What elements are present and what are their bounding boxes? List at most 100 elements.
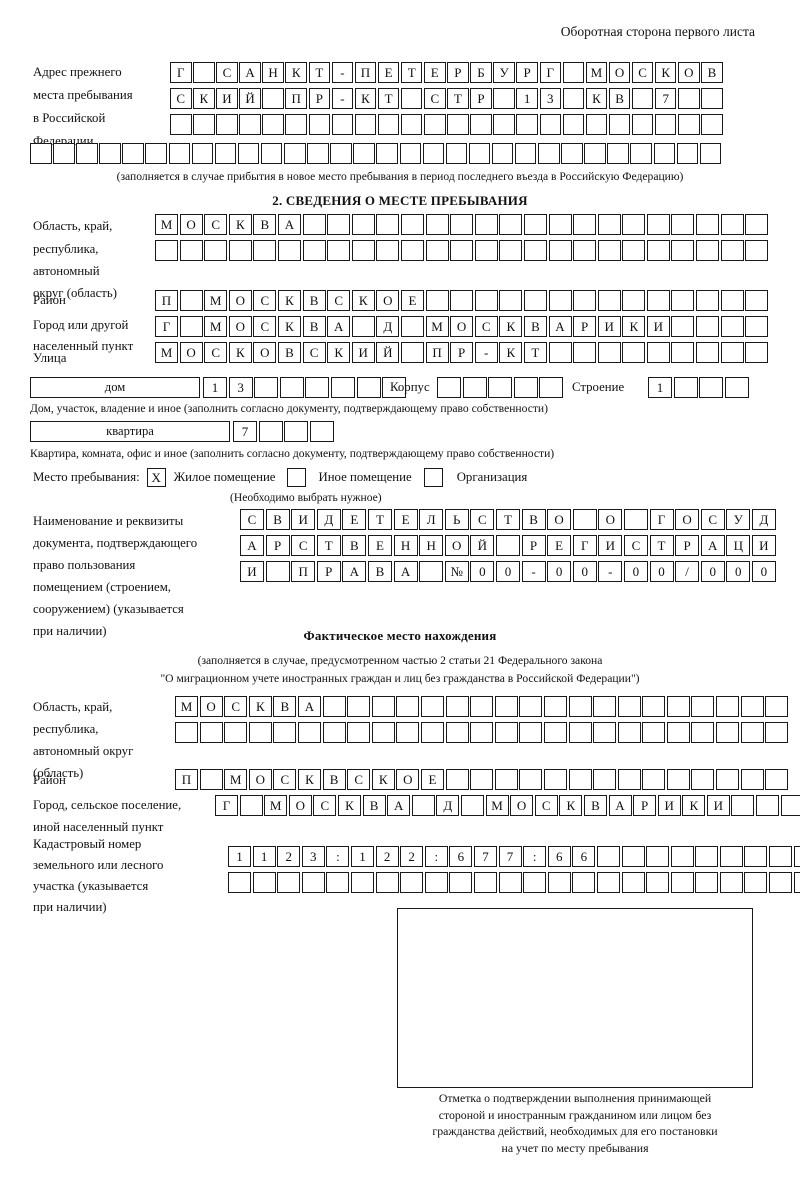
char-box[interactable] (297, 722, 321, 743)
char-box[interactable]: О (248, 769, 272, 790)
char-box[interactable] (744, 846, 768, 867)
char-box[interactable] (719, 872, 743, 893)
previous-address-row-4[interactable] (30, 143, 723, 164)
char-box[interactable] (646, 240, 670, 261)
char-box[interactable]: 6 (572, 846, 596, 867)
char-box[interactable]: С (224, 696, 248, 717)
char-box[interactable] (309, 421, 334, 442)
char-box[interactable]: К (193, 88, 215, 109)
char-box[interactable]: О (547, 509, 572, 530)
char-box[interactable] (678, 114, 700, 135)
char-box[interactable] (622, 214, 646, 235)
char-box[interactable] (593, 769, 617, 790)
char-box[interactable] (347, 696, 371, 717)
char-box[interactable] (670, 872, 694, 893)
actual-region-row-2[interactable] (175, 722, 790, 743)
char-box[interactable] (377, 114, 400, 135)
char-box[interactable]: К (297, 769, 321, 790)
char-box[interactable] (720, 316, 744, 337)
char-box[interactable] (400, 114, 423, 135)
char-box[interactable] (228, 240, 252, 261)
char-box[interactable] (351, 316, 375, 337)
char-box[interactable]: М (425, 316, 449, 337)
char-box[interactable]: О (675, 509, 700, 530)
char-box[interactable]: 0 (623, 561, 648, 582)
char-box[interactable]: Е (393, 509, 418, 530)
char-box[interactable]: К (285, 62, 307, 83)
char-box[interactable]: В (701, 62, 723, 83)
char-box[interactable] (468, 143, 491, 164)
char-box[interactable] (400, 872, 424, 893)
char-box[interactable] (745, 316, 769, 337)
document-row-3[interactable]: И П Р А В А № 0 0-0 0-0 0/0 0 0 (240, 561, 777, 582)
char-box[interactable]: - (598, 561, 623, 582)
char-box[interactable]: Д (376, 316, 400, 337)
char-box[interactable]: Р (450, 342, 474, 363)
char-box[interactable]: К (228, 342, 252, 363)
char-box[interactable] (765, 722, 789, 743)
char-box[interactable] (691, 722, 715, 743)
char-box[interactable]: Д (316, 509, 341, 530)
char-box[interactable] (720, 342, 744, 363)
char-box[interactable]: Н (262, 62, 284, 83)
char-box[interactable] (621, 872, 645, 893)
char-box[interactable] (719, 846, 743, 867)
char-box[interactable] (516, 114, 538, 135)
char-box[interactable] (696, 214, 720, 235)
char-box[interactable]: Т (367, 509, 392, 530)
char-box[interactable] (691, 769, 715, 790)
char-box[interactable] (258, 421, 283, 442)
char-box[interactable]: В (302, 316, 326, 337)
char-box[interactable] (437, 377, 461, 398)
char-box[interactable] (548, 290, 572, 311)
char-box[interactable] (597, 290, 621, 311)
char-box[interactable] (302, 240, 326, 261)
stroenie-row[interactable]: 1 (648, 377, 750, 398)
char-box[interactable] (716, 722, 740, 743)
char-box[interactable] (691, 696, 715, 717)
char-box[interactable] (470, 696, 494, 717)
char-box[interactable]: О (444, 535, 469, 556)
char-box[interactable]: - (521, 561, 546, 582)
char-box[interactable]: П (175, 769, 198, 790)
char-box[interactable]: О (253, 342, 277, 363)
char-box[interactable] (765, 696, 789, 717)
char-box[interactable] (53, 143, 75, 164)
char-box[interactable] (284, 421, 309, 442)
char-box[interactable] (330, 143, 352, 164)
char-box[interactable] (678, 88, 700, 109)
char-box[interactable]: С (474, 316, 498, 337)
char-box[interactable] (499, 214, 523, 235)
char-box[interactable]: К (228, 214, 252, 235)
section2-region-row-2[interactable] (155, 240, 770, 261)
char-box[interactable]: П (155, 290, 178, 311)
char-box[interactable] (573, 290, 597, 311)
char-box[interactable]: К (499, 316, 523, 337)
char-box[interactable]: Е (400, 290, 424, 311)
char-box[interactable]: О (228, 316, 252, 337)
char-box[interactable]: М (155, 342, 178, 363)
char-box[interactable]: А (700, 535, 725, 556)
char-box[interactable]: И (646, 316, 670, 337)
char-box[interactable] (273, 722, 297, 743)
char-box[interactable]: : (523, 846, 547, 867)
char-box[interactable] (237, 143, 260, 164)
char-box[interactable] (499, 240, 523, 261)
char-box[interactable]: 1 (648, 377, 672, 398)
char-box[interactable] (793, 872, 800, 893)
char-box[interactable] (699, 143, 722, 164)
char-box[interactable] (420, 722, 444, 743)
char-box[interactable] (568, 769, 592, 790)
char-box[interactable] (411, 795, 435, 816)
char-box[interactable] (322, 696, 346, 717)
char-box[interactable] (695, 872, 719, 893)
char-box[interactable] (445, 696, 469, 717)
char-box[interactable] (596, 846, 620, 867)
char-box[interactable]: Е (342, 509, 367, 530)
char-box[interactable]: 1 (228, 846, 251, 867)
